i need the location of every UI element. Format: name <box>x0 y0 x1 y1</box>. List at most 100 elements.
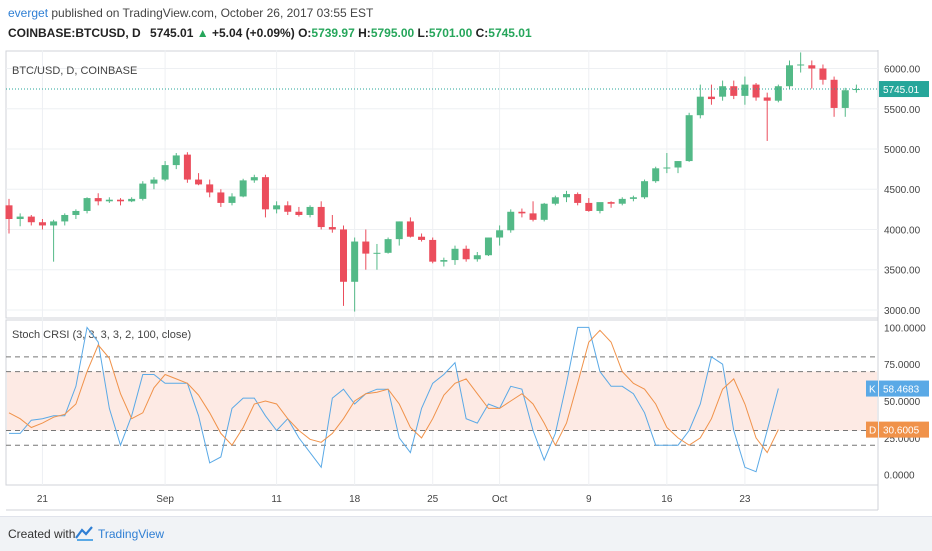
candle-body <box>563 194 570 198</box>
tradingview-logo-icon <box>75 526 93 541</box>
price-tick-label: 4500.00 <box>884 185 921 196</box>
candle-body <box>473 255 481 260</box>
candle-body <box>707 96 715 100</box>
series-last-badge-d <box>879 421 929 438</box>
candle-body <box>797 64 805 66</box>
candle-body <box>328 227 336 230</box>
last-price-label: 5745.01 <box>883 85 920 96</box>
symbol-label: COINBASE:BTCUSD, D <box>8 26 141 40</box>
candle-body <box>629 197 637 199</box>
series-marker-k <box>866 380 878 397</box>
candle-body <box>496 230 504 238</box>
overbought-oversold-band <box>7 371 877 431</box>
candle-body <box>206 184 214 193</box>
price-tick-label: 5500.00 <box>884 105 921 116</box>
candle-body <box>451 248 459 261</box>
price-tick-label: 6000.00 <box>884 65 921 76</box>
high-label: H: <box>358 26 371 40</box>
time-tick-label: 23 <box>739 494 751 505</box>
low-value: 5701.00 <box>428 26 473 40</box>
candle-body <box>852 89 860 91</box>
candle-body <box>574 194 582 203</box>
publish-line: everget published on TradingView.com, Oc… <box>8 6 373 20</box>
candle-body <box>250 177 258 181</box>
price-tick-label: 5000.00 <box>884 145 921 156</box>
candle-body <box>5 205 13 220</box>
candle-body <box>27 216 35 223</box>
footer: Created with TradingView <box>0 516 932 551</box>
candle-body <box>730 86 738 96</box>
candle-body <box>696 96 704 116</box>
time-tick-label: 21 <box>37 494 49 505</box>
candle-body <box>83 198 91 211</box>
time-tick-label: Oct <box>492 494 508 505</box>
oscillator-pane-title: Stoch CRSI (3, 3, 3, 3, 2, 100, close) <box>12 329 191 341</box>
candle-body <box>596 202 604 211</box>
candle-body <box>117 199 124 202</box>
candle-body <box>607 202 615 204</box>
candle-body <box>440 260 448 262</box>
oscillator-tick-label: 25.0000 <box>884 434 921 445</box>
close-value: 5745.01 <box>488 26 532 40</box>
last-price-text: 5745.01 <box>150 26 194 40</box>
candle-body <box>674 161 682 168</box>
candle-body <box>652 168 660 182</box>
close-label: C: <box>475 26 489 40</box>
candle-body <box>551 197 559 204</box>
candle-body <box>94 198 102 202</box>
author-link[interactable]: everget <box>8 6 49 20</box>
time-tick-label: 25 <box>427 494 439 505</box>
candle-body <box>105 199 113 202</box>
candle-body <box>763 97 771 101</box>
oscillator-tick-label: 0.0000 <box>884 471 915 482</box>
candle-body <box>462 248 470 260</box>
series-last-badge-k <box>879 380 929 397</box>
time-tick-label: 16 <box>661 494 673 505</box>
candle-body <box>139 183 147 199</box>
oscillator-tick-label: 50.0000 <box>884 397 921 408</box>
candle-body <box>406 221 414 237</box>
price-tick-label: 4000.00 <box>884 225 921 236</box>
high-value: 5795.00 <box>370 26 415 40</box>
chart-area[interactable]: 3000.00 3500.00 4000.00 4500.00 5000.00 5500.… <box>0 50 932 520</box>
candle-body <box>841 90 849 108</box>
time-tick-label: 18 <box>349 494 361 505</box>
candle-body <box>351 241 359 282</box>
candle-body <box>295 211 303 215</box>
change-arrow-icon: ▲ <box>196 26 209 40</box>
candle-body <box>808 65 816 69</box>
candle-body <box>741 84 749 96</box>
candle-body <box>384 239 392 253</box>
candle-body <box>217 192 225 203</box>
series-line-k <box>9 326 779 473</box>
publish-info: published on TradingView.com, October 26… <box>51 6 374 20</box>
time-tick-label: Sep <box>156 494 174 505</box>
candle-body <box>641 181 649 198</box>
candle-body <box>719 86 727 97</box>
series-name-d: D <box>869 426 876 437</box>
oscillator-tick-label: 100.0000 <box>884 323 926 334</box>
change-text: +5.04 (+0.09%) <box>211 26 295 40</box>
price-tick-label: 3000.00 <box>884 306 921 317</box>
open-value: 5739.97 <box>311 26 355 40</box>
candle-body <box>685 115 693 162</box>
tradingview-link[interactable]: TradingView <box>98 527 165 541</box>
candle-body <box>72 210 80 215</box>
candle-body <box>418 236 426 240</box>
oscillator-tick-label: 75.0000 <box>884 360 921 371</box>
series-marker-d <box>866 421 878 438</box>
price-pane-title: BTC/USD, D, COINBASE <box>12 65 137 77</box>
low-label: L: <box>417 26 429 40</box>
candle-body <box>484 237 492 256</box>
candle-body <box>239 180 247 197</box>
chart-svg[interactable]: 3000.00 3500.00 4000.00 4500.00 5000.00 5500.… <box>0 50 932 520</box>
candle-body <box>261 177 269 210</box>
series-name-k: K <box>869 385 876 396</box>
candle-body <box>150 179 158 184</box>
last-price-badge <box>879 81 929 98</box>
candle-body <box>663 167 671 169</box>
candle-body <box>518 211 526 214</box>
candle-body <box>38 222 46 226</box>
candle-body <box>61 214 69 222</box>
candle-body <box>529 213 537 220</box>
